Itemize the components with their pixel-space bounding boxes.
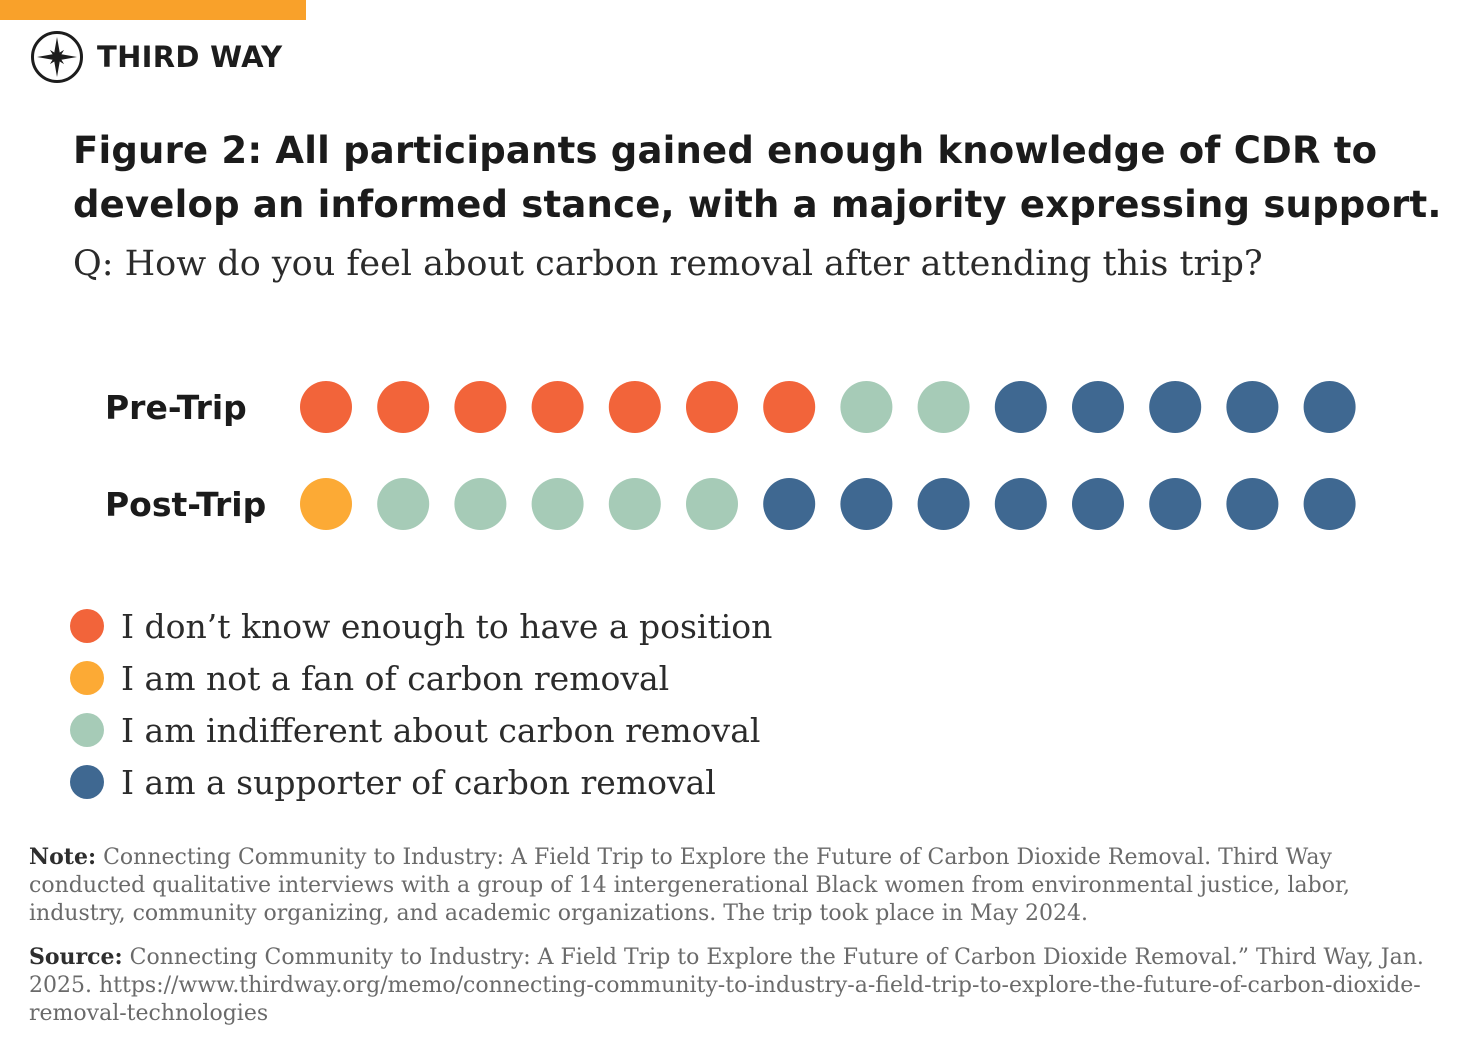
legend-dot-supporter bbox=[70, 765, 104, 799]
dot-indifferent bbox=[917, 381, 970, 433]
dot-dont-know bbox=[531, 381, 584, 433]
dot-supporter bbox=[1149, 478, 1202, 530]
dot-indifferent bbox=[686, 478, 738, 530]
legend-label-not-a-fan: I am not a fan of carbon removal bbox=[121, 658, 670, 698]
dot-indifferent bbox=[454, 478, 507, 530]
legend-item-supporter: I am a supporter of carbon removal bbox=[70, 756, 772, 808]
dot-supporter bbox=[1072, 478, 1124, 530]
dot-supporter bbox=[1226, 478, 1279, 530]
dot-dont-know bbox=[377, 381, 430, 433]
note-text: Connecting Community to Industry: A Fiel… bbox=[29, 845, 1351, 926]
dot-indifferent bbox=[840, 381, 893, 433]
legend-label-dont-know: I don’t know enough to have a position bbox=[121, 606, 773, 646]
accent-bar bbox=[0, 0, 306, 20]
dot-supporter bbox=[1303, 478, 1356, 530]
legend-dot-indifferent bbox=[70, 713, 104, 747]
legend-item-indifferent: I am indifferent about carbon removal bbox=[70, 704, 772, 756]
dot-indifferent bbox=[608, 478, 661, 530]
note-label: Note: bbox=[29, 844, 97, 870]
source-label: Source: bbox=[29, 944, 123, 970]
row-label-1: Post-Trip bbox=[105, 485, 266, 524]
dot-supporter bbox=[917, 478, 970, 530]
legend: I don’t know enough to have a position I… bbox=[70, 600, 772, 808]
dot-supporter bbox=[840, 478, 893, 530]
dot-not-a-fan bbox=[300, 478, 352, 530]
dot-dont-know bbox=[454, 381, 507, 433]
figure-title: Figure 2: All participants gained enough… bbox=[73, 129, 1442, 226]
compass-star-icon bbox=[31, 31, 83, 83]
dot-supporter bbox=[763, 478, 816, 530]
dot-supporter bbox=[1226, 381, 1279, 433]
brand-logo: THIRD WAY bbox=[30, 30, 282, 84]
dot-supporter bbox=[1149, 381, 1202, 433]
dot-supporter bbox=[994, 381, 1047, 433]
dot-supporter bbox=[1303, 381, 1356, 433]
survey-question: Q: How do you feel about carbon removal … bbox=[73, 244, 1263, 284]
dot-indifferent bbox=[531, 478, 584, 530]
legend-label-supporter: I am a supporter of carbon removal bbox=[121, 762, 716, 802]
dot-dont-know bbox=[608, 381, 661, 433]
legend-dot-not-a-fan bbox=[70, 661, 104, 695]
source: Source: Connecting Community to Industry… bbox=[29, 943, 1449, 1028]
legend-item-dont-know: I don’t know enough to have a position bbox=[70, 600, 772, 652]
dot-dont-know bbox=[763, 381, 816, 433]
source-text: Connecting Community to Industry: A Fiel… bbox=[29, 945, 1424, 1026]
brand-name: THIRD WAY bbox=[97, 40, 283, 74]
dot-supporter bbox=[1072, 381, 1124, 433]
dot-chart: Pre-Trip Post-Trip bbox=[105, 381, 1356, 530]
dot-supporter bbox=[994, 478, 1047, 530]
legend-label-indifferent: I am indifferent about carbon removal bbox=[121, 710, 761, 750]
dot-dont-know bbox=[686, 381, 738, 433]
dot-dont-know bbox=[300, 381, 352, 433]
legend-item-not-a-fan: I am not a fan of carbon removal bbox=[70, 652, 772, 704]
legend-dot-dont-know bbox=[70, 609, 104, 643]
note: Note: Connecting Community to Industry: … bbox=[29, 843, 1449, 928]
row-label-0: Pre-Trip bbox=[105, 388, 247, 427]
dot-indifferent bbox=[377, 478, 430, 530]
